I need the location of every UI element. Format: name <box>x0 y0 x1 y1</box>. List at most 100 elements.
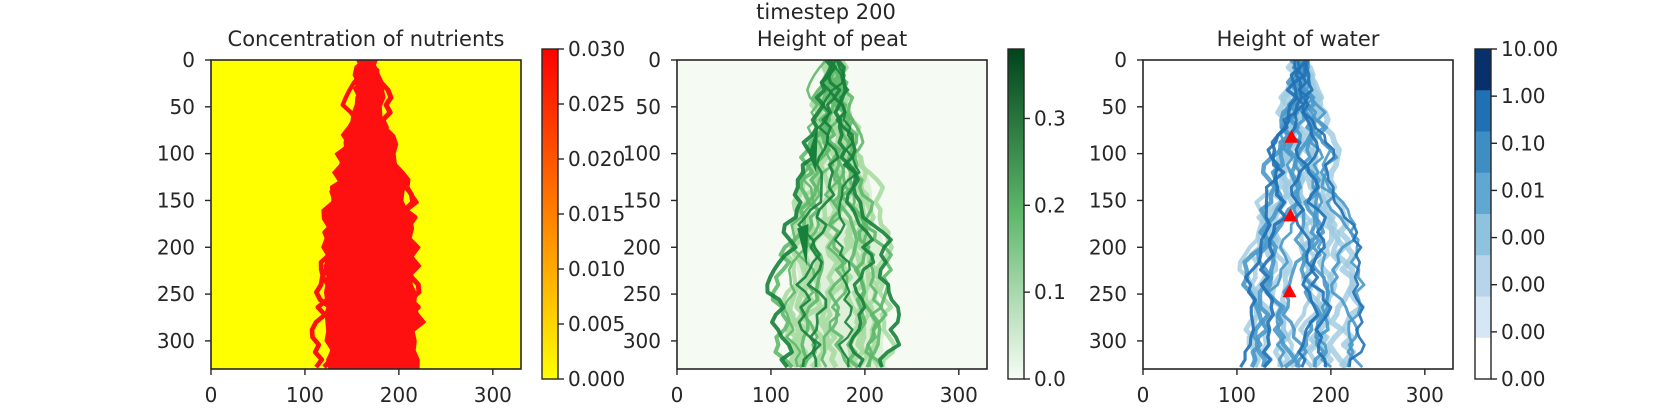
panel-title: Height of water <box>1217 27 1380 51</box>
colorbar-fill <box>542 49 558 379</box>
y-tick-label: 300 <box>623 329 661 353</box>
x-tick-label: 100 <box>1218 383 1256 407</box>
plot-frame <box>1142 59 1454 370</box>
water-strand-dark <box>1288 60 1320 368</box>
peat-strand-dark <box>765 60 835 369</box>
panel-2: Height of peat 0 100 200 300 0 50 100 150 200 250 3… <box>623 27 1066 407</box>
peat-dark-patch <box>808 125 818 173</box>
peat-dark-patch <box>797 223 809 266</box>
colorbar-tick-label: 0.025 <box>568 92 625 116</box>
water-marker <box>1282 284 1297 298</box>
colorbar-frame <box>1007 48 1025 380</box>
peat-strand-dark <box>833 60 902 368</box>
panel-title: Concentration of nutrients <box>228 27 505 51</box>
colorbar-tick-label: 0.00 <box>1501 226 1546 250</box>
colorbar-tick-label: 0.000 <box>568 367 625 391</box>
colorbar-tick-label: 1.00 <box>1501 84 1546 108</box>
y-tick-label: 0 <box>1114 48 1127 72</box>
colorbar-band <box>1475 255 1491 297</box>
colorbar-tick-label: 0.00 <box>1501 273 1546 297</box>
nutrient-strand <box>353 60 407 368</box>
y-tick-label: 0 <box>648 48 661 72</box>
y-tick-label: 100 <box>623 142 661 166</box>
colorbar-band <box>1475 172 1491 215</box>
colorbar-frame <box>1474 48 1492 380</box>
panel-title: Height of peat <box>757 27 907 51</box>
peat-strand-dark <box>806 60 840 368</box>
plot-frame <box>676 59 988 370</box>
water-marker <box>1284 129 1299 143</box>
plot-frame <box>210 59 522 370</box>
colorbar-tick-label: 0.005 <box>568 312 625 336</box>
panels: Concentration of nutrients 0 100 200 300 0 50 1… <box>157 27 1558 407</box>
water-strand-mid <box>1297 60 1333 369</box>
colorbar-band <box>1475 214 1491 256</box>
figure-suptitle: timestep 200 <box>756 0 896 24</box>
y-tick-label: 50 <box>636 95 661 119</box>
colorbar-tick-label: 0.00 <box>1501 367 1546 391</box>
colorbar-tick-label: 0.1 <box>1034 280 1066 304</box>
nutrient-strand <box>367 60 422 368</box>
y-tick-label: 200 <box>1089 235 1127 259</box>
x-tick-label: 100 <box>752 383 790 407</box>
peat-strand-dark <box>795 60 846 368</box>
y-tick-label: 250 <box>157 282 195 306</box>
y-tick-label: 100 <box>157 142 195 166</box>
y-tick-label: 250 <box>623 282 661 306</box>
y-tick-label: 300 <box>1089 329 1127 353</box>
colorbar-tick-label: 0.3 <box>1034 106 1066 130</box>
colorbar-tick-label: 0.10 <box>1501 131 1546 155</box>
plot-area <box>211 60 521 369</box>
y-tick-label: 50 <box>1102 95 1127 119</box>
nutrient-strand <box>348 60 380 368</box>
water-strand-dark <box>1258 60 1308 369</box>
colorbar-band <box>1475 131 1491 174</box>
colorbar-band <box>1475 90 1491 132</box>
x-tick-label: 200 <box>380 383 418 407</box>
panel-1: Concentration of nutrients 0 100 200 300 0 50 1… <box>157 27 625 407</box>
colorbar-band <box>1475 337 1491 380</box>
water-strand-mid <box>1254 60 1306 368</box>
y-tick-label: 200 <box>157 235 195 259</box>
y-tick-label: 100 <box>1089 142 1127 166</box>
nutrient-strand <box>325 60 364 369</box>
colorbar-band <box>1475 49 1491 91</box>
water-strand-light <box>1297 60 1356 369</box>
peat-strand-mid <box>824 60 851 368</box>
peat-strand-mid <box>782 60 828 368</box>
plot-area <box>677 60 987 369</box>
colorbar-tick-label: 0.030 <box>568 37 625 61</box>
colorbar: 10.00 1.00 0.10 0.01 0.00 0.00 0.00 0.00 <box>1474 37 1558 391</box>
x-tick-label: 100 <box>286 383 324 407</box>
x-tick-label: 300 <box>474 383 512 407</box>
colorbar: 0.030 0.025 0.020 0.015 0.010 0.005 0.000 <box>541 37 625 391</box>
x-tick-label: 0 <box>1137 383 1150 407</box>
colorbar-tick-label: 0.2 <box>1034 193 1066 217</box>
water-strand-mid <box>1294 60 1366 369</box>
y-tick-label: 200 <box>623 235 661 259</box>
x-tick-label: 0 <box>671 383 684 407</box>
y-tick-label: 250 <box>1089 282 1127 306</box>
x-tick-label: 200 <box>846 383 884 407</box>
y-tick-label: 150 <box>623 188 661 212</box>
y-tick-label: 150 <box>1089 188 1127 212</box>
peat-strand-dark <box>826 60 876 368</box>
panel-3: Height of water 0 100 200 300 0 50 100 150 200 250… <box>1089 27 1558 407</box>
colorbar-fill <box>1008 49 1024 379</box>
colorbar-tick-label: 0.020 <box>568 147 625 171</box>
x-tick-label: 300 <box>1406 383 1444 407</box>
water-strand-dark <box>1293 60 1366 368</box>
x-tick-label: 0 <box>205 383 218 407</box>
colorbar-tick-label: 0.010 <box>568 257 625 281</box>
water-strand-mid <box>1291 60 1360 368</box>
y-tick-label: 0 <box>182 48 195 72</box>
colorbar-tick-label: 0.00 <box>1501 320 1546 344</box>
colorbar-tick-label: 0.0 <box>1034 367 1066 391</box>
colorbar-tick-label: 0.01 <box>1501 178 1546 202</box>
colorbar-tick-label: 0.015 <box>568 202 625 226</box>
y-tick-label: 300 <box>157 329 195 353</box>
y-tick-label: 150 <box>157 188 195 212</box>
colorbar-band <box>1475 296 1491 339</box>
x-tick-label: 300 <box>940 383 978 407</box>
